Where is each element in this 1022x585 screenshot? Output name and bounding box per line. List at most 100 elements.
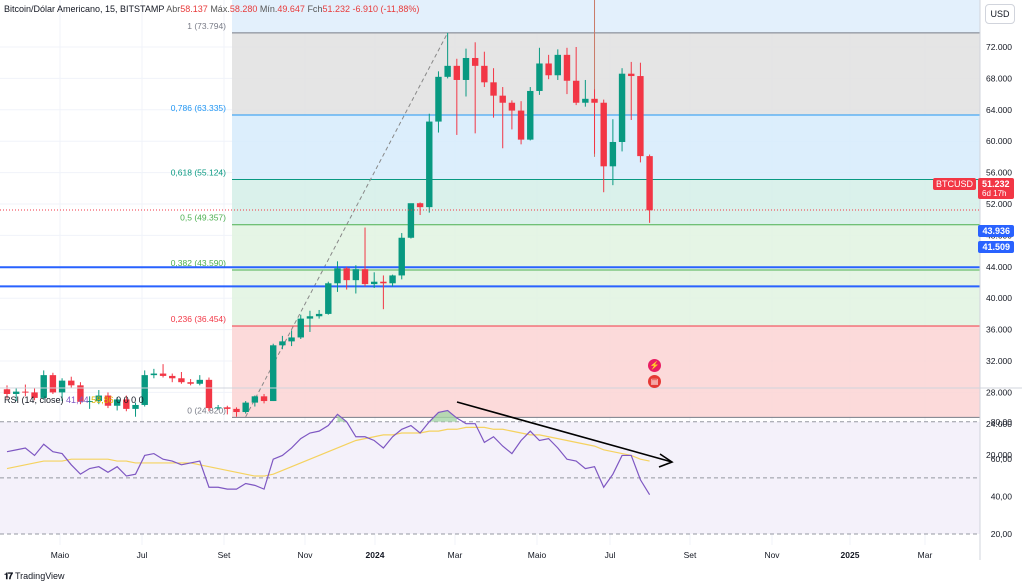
tag-countdown: 6d 17h — [982, 189, 1007, 198]
close-label: Fch — [307, 4, 323, 14]
price-axis-label: 32.000 — [986, 356, 1012, 366]
time-axis-label: Mar — [918, 550, 933, 560]
fib-level-label: 0,618 (55.124) — [171, 167, 226, 177]
arrow-head-icon — [658, 453, 674, 468]
candle-body — [334, 268, 341, 284]
fib-level-label: 1 (73.794) — [187, 21, 226, 31]
candle-body — [187, 382, 194, 384]
tradingview-logo-icon: 𝟏𝟕 — [4, 571, 13, 581]
candle-body — [481, 65, 488, 83]
price-axis-label: 24.000 — [986, 419, 1012, 429]
candle-body — [104, 395, 112, 406]
time-axis-label: Maio — [51, 550, 70, 560]
candle-body — [361, 269, 369, 285]
candle-body — [582, 98, 589, 103]
candlestick-series — [3, 32, 653, 417]
candle-body — [22, 391, 29, 393]
rsi-axis-label: 20,00 — [991, 529, 1013, 539]
rsi-line — [6, 409, 651, 496]
fib-trend-line[interactable] — [245, 32, 449, 417]
symbol-price-tag: BTCUSD 51.232 6d 17h — [932, 178, 1014, 199]
candle-body — [214, 407, 222, 409]
rsi-legend[interactable]: RSI (14, close) 41,44 58,86 0 0 0 0 — [4, 395, 144, 405]
candle-body — [646, 156, 653, 211]
fib-zone — [232, 179, 980, 225]
candle-body — [637, 76, 644, 157]
candle-body — [536, 63, 543, 91]
symbol-legend[interactable]: Bitcoin/Dólar Americano, 15, BITSTAMP Ab… — [4, 4, 419, 14]
candle-body — [462, 57, 470, 80]
candle-body — [471, 57, 479, 66]
rsi-band-lower — [0, 477, 980, 534]
us-flag-icon[interactable]: ▤ — [648, 375, 661, 388]
rsi-axis-label: 80,00 — [991, 417, 1013, 427]
rsi-overbought-fill — [429, 410, 457, 422]
candle-body — [371, 281, 378, 285]
candle-body — [453, 65, 461, 80]
fib-zone-top — [232, 0, 980, 33]
candle-body — [178, 378, 185, 383]
price-axis-label: 52.000 — [986, 199, 1012, 209]
low-label: Mín. — [259, 4, 278, 14]
currency-button[interactable]: USD — [985, 4, 1015, 24]
candle-body — [86, 401, 93, 403]
time-axis-label: 2025 — [841, 550, 860, 560]
rsi-ma-value: 58,86 — [91, 395, 114, 405]
rsi-title: RSI (14, close) — [4, 395, 64, 405]
price-axis-label: 60.000 — [986, 136, 1012, 146]
horizontal-lines[interactable] — [0, 266, 980, 288]
lightning-icon[interactable]: ⚡ — [648, 359, 661, 372]
candle-body — [270, 345, 277, 402]
candle-body — [169, 375, 176, 379]
candle-body — [159, 373, 167, 376]
candle-body — [600, 102, 607, 167]
candle-body — [545, 63, 552, 76]
candle-body — [224, 407, 231, 409]
rsi-panel[interactable] — [0, 409, 980, 535]
time-axis-label: Set — [218, 550, 231, 560]
candle-body — [40, 375, 47, 398]
fib-zone — [232, 32, 980, 116]
candle-body — [343, 268, 350, 281]
rsi-ma-line — [6, 426, 650, 477]
candle-body — [251, 396, 259, 403]
candle-body — [407, 203, 415, 238]
time-axis-label: Jul — [605, 550, 616, 560]
candle-body — [435, 76, 442, 122]
rsi-value: 41,44 — [66, 395, 89, 405]
price-axis-label: 68.000 — [986, 73, 1012, 83]
candle-body — [77, 385, 84, 402]
fib-level-label: 0,5 (49.357) — [180, 213, 226, 223]
candle-body — [499, 95, 506, 103]
hline-tag-1: 43.936 — [978, 225, 1014, 237]
candle-body — [554, 54, 561, 76]
fibonacci-retracement[interactable] — [232, 0, 980, 418]
brand-name: TradingView — [15, 571, 65, 581]
rsi-extra: 0 0 0 0 — [116, 395, 144, 405]
tag-symbol: BTCUSD — [932, 178, 976, 190]
candle-body — [315, 313, 323, 317]
time-axis-label: Mar — [448, 550, 463, 560]
time-axis-label: Maio — [528, 550, 547, 560]
change-value: -6.910 (-11,88%) — [352, 4, 420, 14]
divergence-arrow[interactable] — [456, 401, 673, 463]
open-value: 58.137 — [180, 4, 208, 14]
low-value: 49.647 — [277, 4, 305, 14]
price-axis-label: 44.000 — [986, 262, 1012, 272]
hline-tag-2: 41.509 — [978, 241, 1014, 253]
candle-body — [517, 110, 525, 140]
rsi-axis-label: 60,00 — [991, 454, 1013, 464]
rsi-axis-label: 40,00 — [991, 492, 1013, 502]
candle-body — [31, 392, 38, 398]
time-axis[interactable]: Maio Jul Set Nov 2024 Mar Maio Jul Set Nov 2025 Mar — [51, 550, 933, 560]
candle-body — [49, 375, 57, 393]
rsi-band-upper — [0, 421, 980, 478]
candle-body — [325, 283, 332, 314]
tradingview-watermark[interactable]: 𝟏𝟕 TradingView — [4, 571, 65, 582]
candle-body — [563, 54, 571, 81]
time-axis-label: 2024 — [366, 550, 385, 560]
time-axis-label: Nov — [764, 550, 780, 560]
fib-zone — [232, 326, 980, 418]
candle-body — [150, 373, 158, 376]
